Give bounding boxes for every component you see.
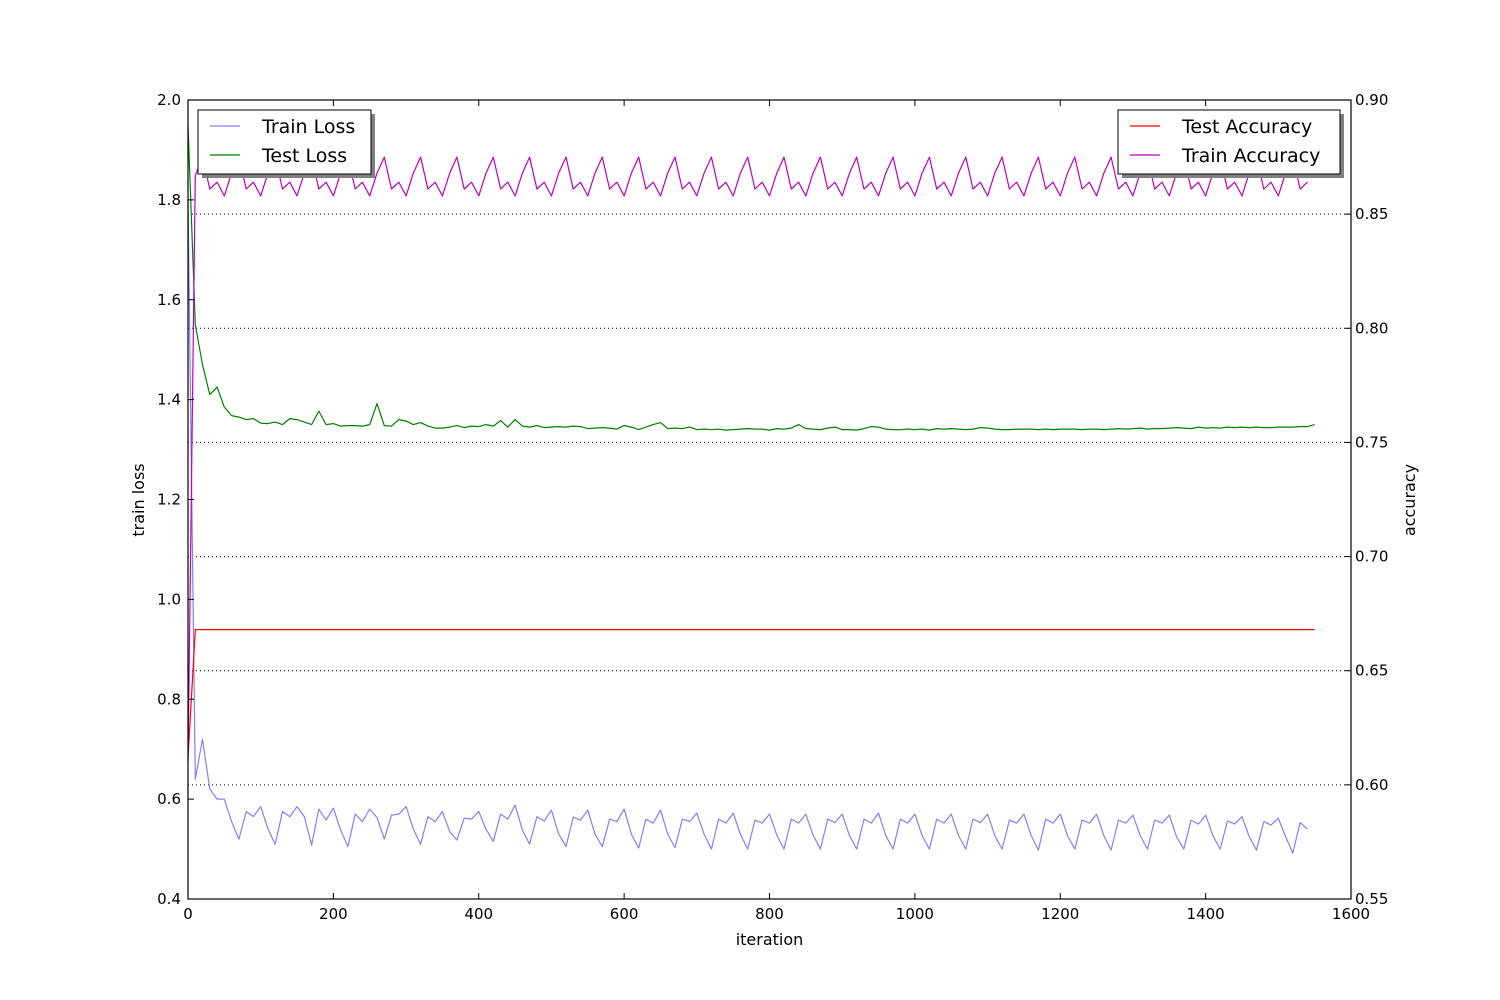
legend-right: Test Accuracy Train Accuracy — [1117, 109, 1344, 178]
x-tick-label: 1600 — [1332, 905, 1370, 923]
legend-label: Train Accuracy — [1181, 145, 1320, 167]
series-line-test-loss — [187, 124, 1315, 431]
legend-label: Test Accuracy — [1181, 116, 1312, 138]
y-right-tick-label: 0.70 — [1355, 548, 1388, 566]
series-line-train-loss — [187, 199, 1308, 854]
y-axis-right-label: accuracy — [1400, 464, 1419, 536]
y-left-tick-label: 2.0 — [157, 91, 181, 109]
y-left-tick-label: 1.8 — [157, 191, 181, 209]
y-left-tick-label: 1.2 — [157, 491, 181, 509]
series-line-test-accuracy — [187, 628, 1315, 758]
y-axis-left-label: train loss — [129, 463, 148, 536]
y-right-tick-label: 0.85 — [1355, 205, 1388, 223]
legend-label: Test Loss — [261, 145, 347, 167]
series-lines — [187, 124, 1315, 854]
series-line-train-accuracy — [187, 156, 1308, 763]
x-tick-label: 1000 — [896, 905, 934, 923]
y-right-tick-label: 0.90 — [1355, 91, 1388, 109]
x-tick-label: 0 — [183, 905, 193, 923]
x-tick-label: 1200 — [1041, 905, 1079, 923]
y-right-tick-label: 0.65 — [1355, 662, 1388, 680]
axis-ticks: 0 200 400 600 800 1000 1200 1400 1600 0.4 0.6 0.8 1.… — [157, 91, 1388, 923]
y-left-tick-label: 1.0 — [157, 590, 181, 608]
y-left-tick-label: 0.8 — [157, 690, 181, 708]
x-tick-label: 200 — [319, 905, 348, 923]
x-tick-label: 600 — [610, 905, 639, 923]
x-tick-label: 1400 — [1187, 905, 1225, 923]
x-tick-label: 400 — [464, 905, 493, 923]
legend-label: Train Loss — [261, 116, 355, 138]
y-right-tick-label: 0.80 — [1355, 319, 1388, 337]
y-left-tick-label: 0.4 — [157, 890, 181, 908]
y-left-tick-label: 1.6 — [157, 291, 181, 309]
y-right-tick-label: 0.55 — [1355, 890, 1388, 908]
legend-box — [197, 109, 372, 175]
y-left-tick-label: 0.6 — [157, 790, 181, 808]
x-axis-label: iteration — [736, 930, 804, 949]
y-left-tick-label: 1.4 — [157, 391, 181, 409]
y-right-tick-label: 0.75 — [1355, 433, 1388, 451]
y-right-tick-label: 0.60 — [1355, 776, 1388, 794]
legends: Train Loss Test Loss Test Accuracy Train Ac… — [197, 109, 1344, 178]
x-tick-label: 800 — [755, 905, 784, 923]
legend-box — [1117, 109, 1341, 175]
legend-left: Train Loss Test Loss — [197, 109, 375, 178]
